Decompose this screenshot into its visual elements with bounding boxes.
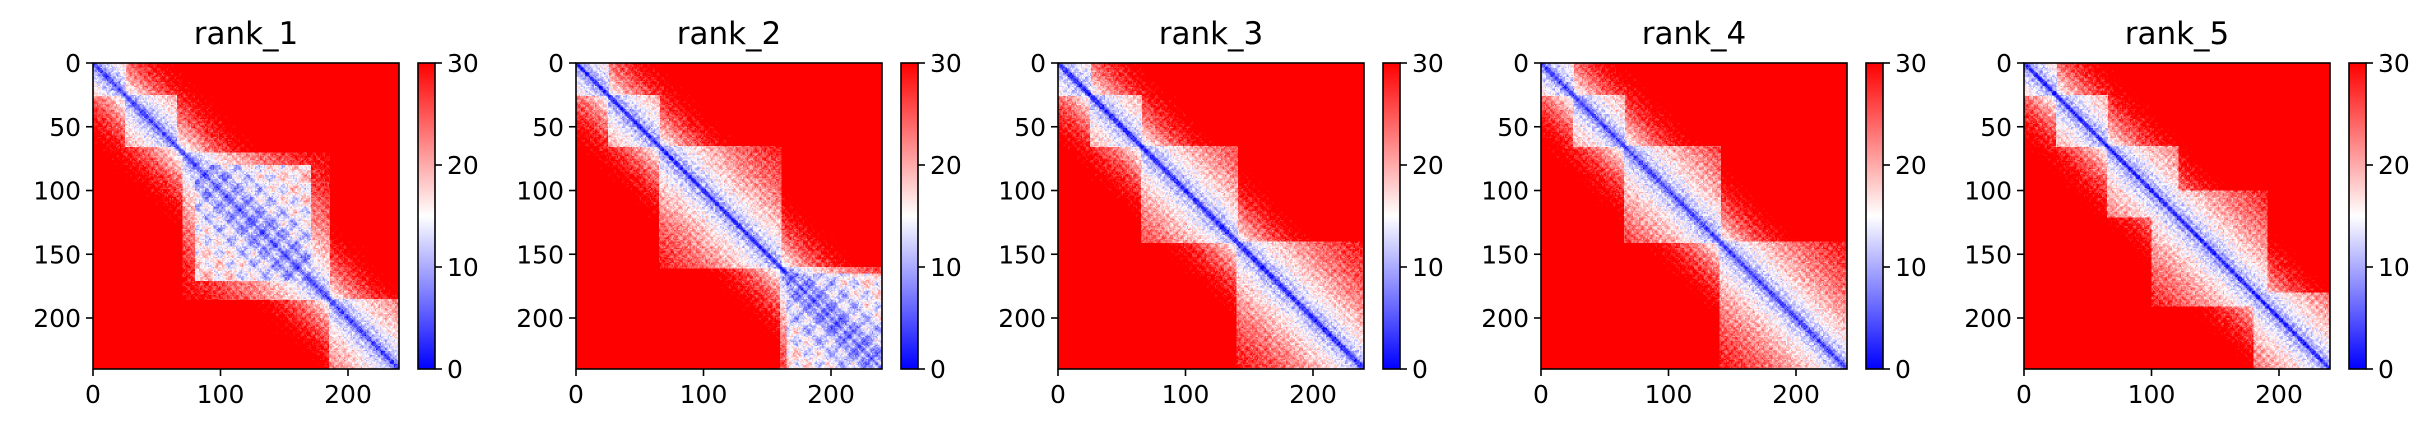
colorbar-tick-label: 0 bbox=[930, 355, 946, 384]
panel-title: rank_1 bbox=[194, 16, 299, 52]
x-tick-label: 100 bbox=[680, 380, 728, 409]
colorbar-tick-label: 20 bbox=[447, 151, 479, 180]
y-tick-label: 200 bbox=[33, 304, 81, 333]
x-tick-label: 200 bbox=[324, 380, 372, 409]
x-tick-label: 100 bbox=[1645, 380, 1693, 409]
y-tick-label: 50 bbox=[1980, 113, 2012, 142]
heatmap-panel-1: rank_1 0 50 100 150 200 0 100 200 0 10 20 30 bbox=[33, 16, 479, 409]
heatmap-panel-4: rank_4 0 50 100 150 200 0 100 200 0 10 20 30 bbox=[1481, 16, 1927, 409]
colorbar bbox=[2349, 63, 2366, 369]
colorbar-tick-label: 30 bbox=[1412, 49, 1444, 78]
x-tick-label: 200 bbox=[2255, 380, 2303, 409]
panel-title: rank_3 bbox=[1159, 16, 1264, 52]
y-tick-label: 50 bbox=[1014, 113, 1046, 142]
y-tick-label: 0 bbox=[1513, 49, 1529, 78]
y-tick-label: 100 bbox=[1481, 177, 1529, 206]
colorbar-frame bbox=[1865, 62, 1884, 370]
colorbar bbox=[1866, 63, 1883, 369]
x-tick-label: 200 bbox=[807, 380, 855, 409]
x-tick-label: 100 bbox=[197, 380, 245, 409]
colorbar-tick-label: 10 bbox=[1412, 253, 1444, 282]
x-tick-label: 0 bbox=[85, 380, 101, 409]
x-tick-label: 100 bbox=[2128, 380, 2176, 409]
heatmap-image bbox=[2024, 63, 2330, 369]
y-tick-label: 0 bbox=[65, 49, 81, 78]
colorbar-tick-label: 10 bbox=[2378, 253, 2410, 282]
colorbar-tick-label: 0 bbox=[447, 355, 463, 384]
y-tick-label: 100 bbox=[516, 177, 564, 206]
x-tick-label: 0 bbox=[1050, 380, 1066, 409]
colorbar-tick-label: 30 bbox=[1895, 49, 1927, 78]
y-tick-label: 200 bbox=[516, 304, 564, 333]
y-tick-label: 150 bbox=[998, 240, 1046, 269]
colorbar-frame bbox=[417, 62, 436, 370]
x-tick-label: 200 bbox=[1289, 380, 1337, 409]
panel-title: rank_2 bbox=[677, 16, 782, 52]
colorbar-tick-label: 0 bbox=[1895, 355, 1911, 384]
colorbar-frame bbox=[900, 62, 919, 370]
heatmap-frame bbox=[1540, 62, 1848, 370]
colorbar-tick-label: 10 bbox=[930, 253, 962, 282]
y-tick-label: 0 bbox=[548, 49, 564, 78]
y-tick-label: 150 bbox=[33, 240, 81, 269]
heatmap-panel-5: rank_5 0 50 100 150 200 0 100 200 0 10 20 30 bbox=[1964, 16, 2410, 409]
colorbar bbox=[1383, 63, 1400, 369]
colorbar-tick-label: 20 bbox=[2378, 151, 2410, 180]
heatmap-frame bbox=[2023, 62, 2331, 370]
colorbar bbox=[418, 63, 435, 369]
y-tick-label: 200 bbox=[1481, 304, 1529, 333]
heatmap-frame bbox=[92, 62, 400, 370]
y-tick-label: 200 bbox=[1964, 304, 2012, 333]
heatmap-image bbox=[1541, 63, 1847, 369]
y-tick-label: 100 bbox=[998, 177, 1046, 206]
heatmap-panel-3: rank_3 0 50 100 150 200 0 100 200 0 10 20 30 bbox=[998, 16, 1444, 409]
colorbar-tick-label: 30 bbox=[447, 49, 479, 78]
colorbar bbox=[901, 63, 918, 369]
y-tick-label: 50 bbox=[1497, 113, 1529, 142]
y-tick-label: 0 bbox=[1030, 49, 1046, 78]
heatmap-image bbox=[1058, 63, 1364, 369]
colorbar-frame bbox=[2348, 62, 2367, 370]
colorbar-tick-label: 20 bbox=[1895, 151, 1927, 180]
colorbar-frame bbox=[1382, 62, 1401, 370]
heatmap-panel-2: rank_2 0 50 100 150 200 0 100 200 0 10 20 30 bbox=[516, 16, 962, 409]
x-tick-label: 0 bbox=[2016, 380, 2032, 409]
colorbar-tick-label: 20 bbox=[1412, 151, 1444, 180]
y-tick-label: 200 bbox=[998, 304, 1046, 333]
panel-title: rank_5 bbox=[2125, 16, 2230, 52]
y-tick-label: 150 bbox=[1481, 240, 1529, 269]
y-tick-label: 100 bbox=[33, 177, 81, 206]
x-tick-label: 0 bbox=[1533, 380, 1549, 409]
colorbar-tick-label: 0 bbox=[2378, 355, 2394, 384]
colorbar-tick-label: 30 bbox=[2378, 49, 2410, 78]
colorbar-tick-label: 10 bbox=[447, 253, 479, 282]
colorbar-tick-label: 30 bbox=[930, 49, 962, 78]
heatmap-image bbox=[93, 63, 399, 369]
x-tick-label: 0 bbox=[568, 380, 584, 409]
heatmap-frame bbox=[575, 62, 883, 370]
heatmap-frame bbox=[1057, 62, 1365, 370]
y-tick-label: 150 bbox=[516, 240, 564, 269]
y-tick-label: 50 bbox=[532, 113, 564, 142]
colorbar-tick-label: 20 bbox=[930, 151, 962, 180]
colorbar-tick-label: 10 bbox=[1895, 253, 1927, 282]
colorbar-tick-label: 0 bbox=[1412, 355, 1428, 384]
heatmap-image bbox=[576, 63, 882, 369]
y-tick-label: 0 bbox=[1996, 49, 2012, 78]
y-tick-label: 150 bbox=[1964, 240, 2012, 269]
y-tick-label: 50 bbox=[49, 113, 81, 142]
x-tick-label: 200 bbox=[1772, 380, 1820, 409]
y-tick-label: 100 bbox=[1964, 177, 2012, 206]
panel-title: rank_4 bbox=[1642, 16, 1747, 52]
x-tick-label: 100 bbox=[1162, 380, 1210, 409]
